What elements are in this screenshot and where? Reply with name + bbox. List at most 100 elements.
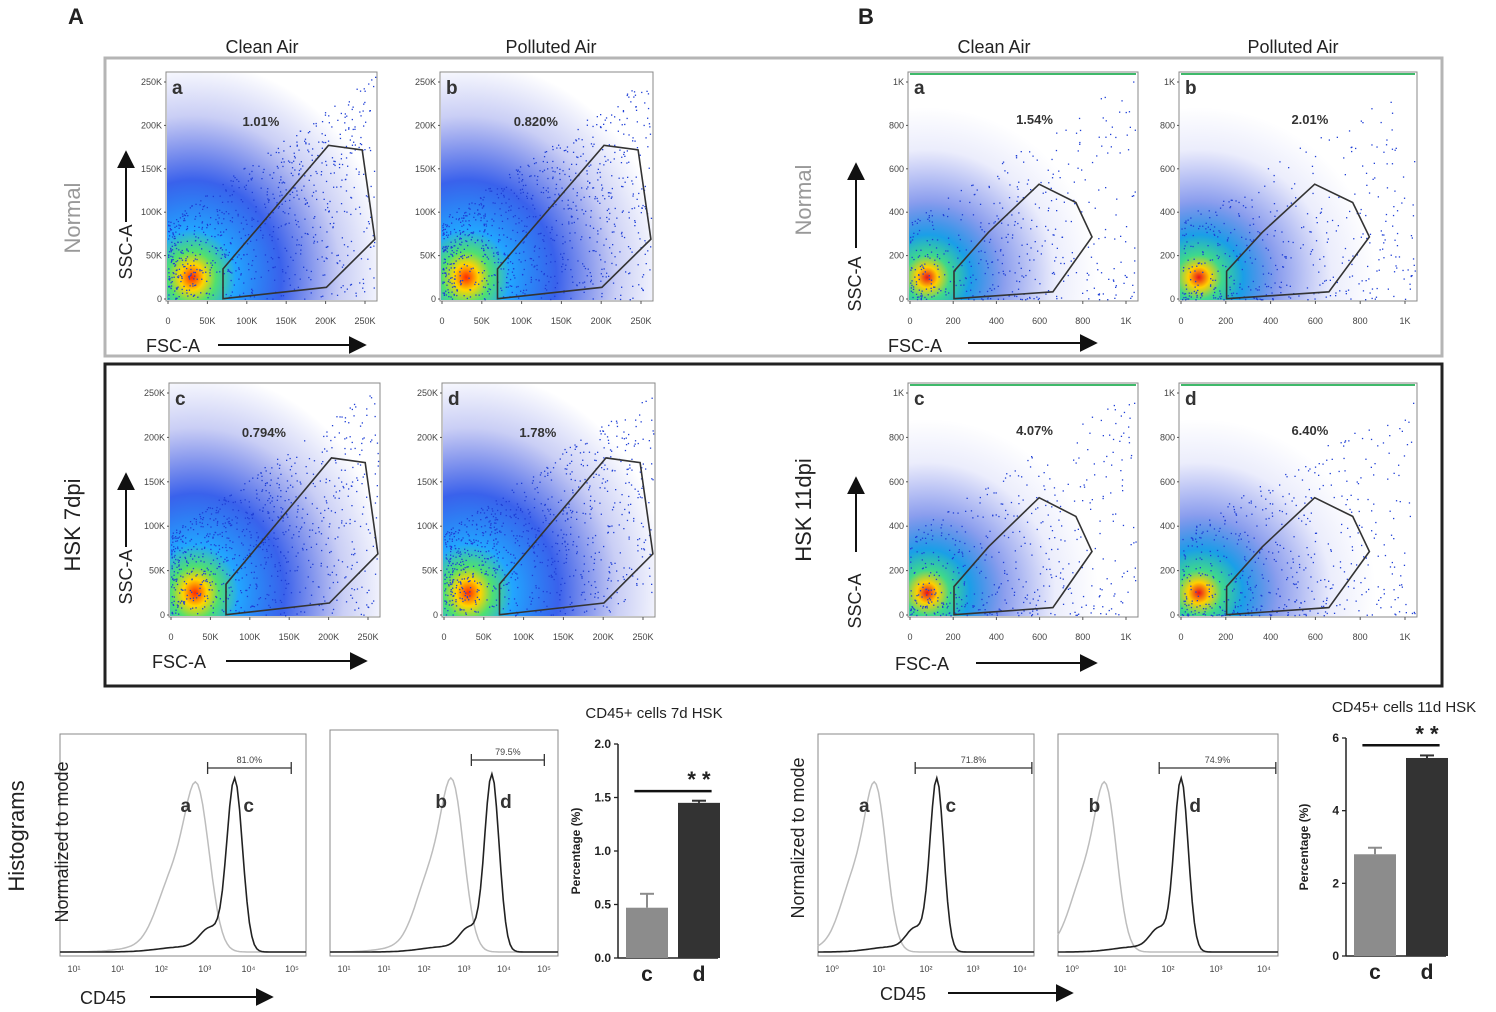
bar-c[interactable] (626, 907, 668, 958)
histogram-frame (59, 733, 307, 957)
x-tick-label: 200K (315, 316, 336, 326)
x-tick-label: 0 (439, 316, 444, 326)
gate-polygon[interactable] (498, 457, 654, 616)
y-tick-label: 100K (417, 521, 438, 531)
x-tick-label: 1K (1399, 632, 1410, 642)
x-tick-label: 400 (989, 632, 1004, 642)
cd45-label-a: CD45 (80, 988, 126, 1008)
norm-label-b: Normalized to mode (788, 757, 808, 918)
x-tick-label: 10¹ (67, 964, 80, 974)
x-tick-label: 10¹ (1113, 964, 1126, 974)
x-tick-label: 200K (318, 632, 339, 642)
x-tick-label: 10⁴ (1257, 964, 1271, 974)
x-tick-label: 50K (199, 316, 215, 326)
y-tick-label: 200K (144, 432, 165, 442)
histogram-panel-2: 79.5% b d 10¹ 10¹ 10² 10³ 10⁴ 10⁵ (329, 729, 559, 974)
x-tick-label: 200 (1218, 316, 1233, 326)
gate-percent: 4.07% (1016, 423, 1053, 438)
x-tick-label: 1K (1120, 632, 1131, 642)
ssc-label-a-top: SSC-A (116, 224, 136, 279)
y-tick-label: 1.5 (594, 791, 611, 805)
y-tick-label: 800 (1160, 120, 1175, 130)
x-tick-label: 10⁴ (497, 964, 511, 974)
y-tick-label: 400 (1160, 207, 1175, 217)
scatter-plots: a 1.01% 250K 200K 150K 100K 50K 0 0 50K 100K 150K 20… (141, 71, 1418, 642)
normal-group-box (103, 56, 1444, 358)
peak-label-control: b (1089, 796, 1101, 817)
x-tick-label: 1K (1120, 316, 1131, 326)
y-tick-label: 0 (157, 294, 162, 304)
y-tick-label: 800 (889, 120, 904, 130)
y-tick-label: 1K (1164, 77, 1175, 87)
x-tick-label: 200 (946, 632, 961, 642)
x-tick-label: 10³ (198, 964, 211, 974)
significance-stars: * * (687, 767, 711, 792)
x-tick-label: 50K (476, 632, 492, 642)
y-tick-label: 6 (1332, 731, 1339, 745)
gate-percent: 81.0% (237, 755, 263, 765)
scatter-panel-b-c: c 4.07% 1K 800 600 400 200 0 0 200 400 600 800 1K (889, 382, 1139, 642)
y-tick-label: 600 (1160, 164, 1175, 174)
gate-polygon[interactable] (953, 183, 1093, 300)
y-tick-label: 200K (415, 120, 436, 130)
x-tick-label: 10⁰ (1065, 964, 1079, 974)
x-tick-label: 10² (1161, 964, 1174, 974)
x-tick-label: 600 (1032, 316, 1047, 326)
bar-chart-title: CD45+ cells 11d HSK (1332, 699, 1476, 716)
y-tick-label: 50K (422, 566, 438, 576)
gate-percent: 2.01% (1291, 112, 1328, 127)
ssc-label-b-top: SSC-A (845, 256, 865, 311)
histogram-frame (1057, 733, 1279, 957)
y-tick-label: 400 (1160, 521, 1175, 531)
y-tick-label: 1K (893, 388, 904, 398)
row-label-normal-a: Normal (60, 183, 85, 254)
x-tick-label: 0 (165, 316, 170, 326)
gate-polygon[interactable] (1225, 496, 1371, 616)
x-tick-label: 150K (276, 316, 297, 326)
gate-polygon[interactable] (1225, 183, 1371, 300)
y-tick-label: 250K (144, 388, 165, 398)
y-tick-label: 1.0 (594, 844, 611, 858)
y-tick-label: 0 (899, 610, 904, 620)
y-tick-label: 800 (889, 432, 904, 442)
y-tick-label: 100K (415, 207, 436, 217)
y-tick-label: 50K (146, 251, 162, 261)
x-tick-label: 200K (593, 632, 614, 642)
scatter-dots (442, 90, 653, 301)
scatter-panel-a-d: d 1.78% 250K 200K 150K 100K 50K 0 0 50K 100K 150K 20… (417, 382, 656, 642)
histogram-frame (329, 729, 559, 957)
y-tick-label: 0 (1332, 949, 1339, 963)
bar-d[interactable] (1406, 757, 1448, 956)
x-tick-label: 100K (511, 316, 532, 326)
x-tick-label: 250K (632, 632, 653, 642)
gate-polygon[interactable] (225, 457, 379, 616)
panel-letter: a (914, 78, 925, 99)
y-axis-label: Percentage (%) (569, 808, 583, 895)
x-tick-label: 10¹ (337, 964, 350, 974)
y-axis-label: Percentage (%) (1297, 804, 1311, 891)
scatter-density (441, 73, 652, 300)
gate-polygon[interactable] (953, 496, 1093, 616)
row-label-normal-b: Normal (791, 165, 816, 236)
panel-letter: c (914, 389, 925, 410)
x-tick-label: 600 (1308, 316, 1323, 326)
scatter-dots (910, 81, 1136, 301)
scatter-density (1180, 384, 1416, 616)
gate-polygon[interactable] (496, 144, 652, 300)
bar-c[interactable] (1354, 854, 1396, 956)
bar-d[interactable] (678, 802, 720, 958)
y-tick-label: 600 (1160, 477, 1175, 487)
y-tick-label: 200 (1160, 566, 1175, 576)
x-tick-label: 400 (1263, 632, 1278, 642)
fsc-label-b-bot: FSC-A (895, 654, 949, 674)
scatter-density (909, 73, 1137, 300)
x-tick-label: 0 (907, 632, 912, 642)
gate-polygon[interactable] (222, 144, 376, 300)
y-tick-label: 200K (141, 120, 162, 130)
histogram-frame (817, 733, 1035, 957)
x-tick-label: 0 (168, 632, 173, 642)
y-tick-label: 250K (417, 388, 438, 398)
x-tick-label: 10³ (1209, 964, 1222, 974)
hsk-group-box (103, 362, 1444, 688)
